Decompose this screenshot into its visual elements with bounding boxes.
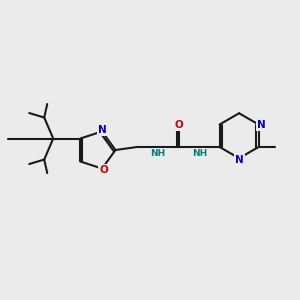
Text: NH: NH [151, 148, 166, 158]
Text: N: N [98, 125, 106, 135]
Text: O: O [99, 165, 108, 175]
Text: N: N [235, 155, 244, 165]
Text: N: N [256, 119, 265, 130]
Text: O: O [175, 119, 184, 130]
Text: NH: NH [193, 148, 208, 158]
